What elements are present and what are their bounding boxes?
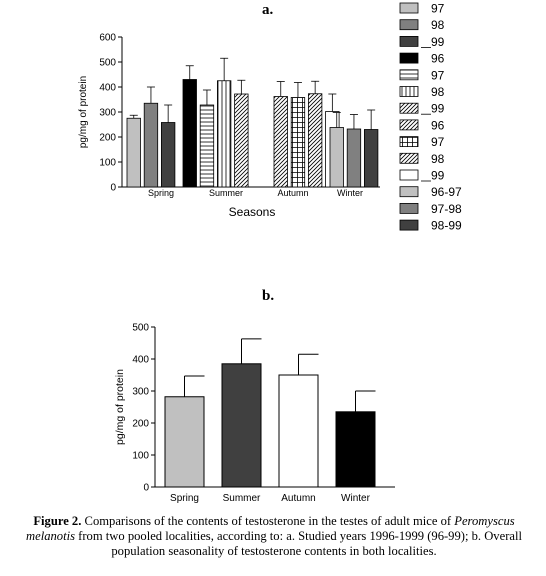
legend-label: 98 [431,85,445,99]
bar [278,374,319,488]
bar [335,411,376,488]
legend-swatch [399,2,419,14]
y-tick-label: 400 [99,83,116,94]
legend-swatch [399,219,419,231]
legend-label: 96 [431,118,445,132]
x-tick-label: Spring [148,188,174,198]
legend-label: 99 [431,169,445,183]
y-tick-label: 500 [99,58,116,69]
x-tick-label: Winter [337,188,363,198]
legend-label: 99 [431,35,445,49]
legend-swatch [399,119,419,131]
y-tick-label: 500 [132,323,149,334]
legend-label: 99 [431,102,445,116]
legend-swatch [399,186,419,198]
legend-label: 97 [431,2,445,16]
y-tick-label: 0 [110,183,116,194]
y-tick-label: 100 [132,451,149,462]
legend-label: 96 [431,52,445,66]
y-axis-label: pg/mg of protein [78,76,89,148]
legend-label: 97 [431,135,445,149]
legend-swatch [399,52,419,64]
caption-label: Figure 2. [33,514,82,528]
legend-swatch [399,36,419,47]
bar [164,396,205,488]
panel-b-label: b. [262,288,275,304]
y-tick-label: 600 [99,33,116,44]
x-tick-label: Autumn [281,493,315,504]
legend-swatch [399,202,419,214]
y-tick-label: 200 [132,419,149,430]
legend-label: 98 [431,152,445,166]
legend-swatch [399,136,419,148]
legend-label: 97-98 [431,202,462,216]
y-tick-label: 300 [132,387,149,398]
y-tick-label: 400 [132,355,149,366]
x-tick-label: Spring [170,493,199,504]
legend-label: 96-97 [431,185,462,199]
legend-label: 97 [431,68,445,82]
y-tick-label: 0 [143,483,149,494]
caption-species: Peromyscus melanotis [26,514,515,543]
chart-a: 0 100 200 300 400 500 600 pg/mg of protein Sprin… [78,2,462,233]
chart-b: 0 100 200 300 400 500 pg/mg of protein Spring Su… [114,323,395,504]
x-tick-label: Summer [209,188,243,198]
panel-a-label: a. [262,2,274,18]
x-tick-label: Winter [341,493,371,504]
x-tick-label: Autumn [277,188,308,198]
legend-label: 98-99 [431,219,462,233]
y-tick-label: 200 [99,133,116,144]
legend-swatch [399,102,419,114]
x-axis-label: Seasons [229,205,276,219]
caption-text-1: Comparisons of the contents of testoster… [84,514,452,528]
figure-caption: Figure 2. Comparisons of the contents of… [14,514,534,559]
legend-swatch [399,86,419,97]
caption-text-2: from two pooled localities, according to… [78,529,522,558]
y-tick-label: 300 [99,108,116,119]
x-tick-label: Summer [223,493,261,504]
legend-swatch [399,19,419,31]
bar [221,363,262,488]
y-axis-label: pg/mg of protein [114,369,126,445]
legend-swatch [399,69,419,81]
y-tick-label: 100 [99,158,116,169]
legend-label: 98 [431,18,445,32]
legend-swatch [399,169,419,181]
legend-swatch [399,152,419,164]
